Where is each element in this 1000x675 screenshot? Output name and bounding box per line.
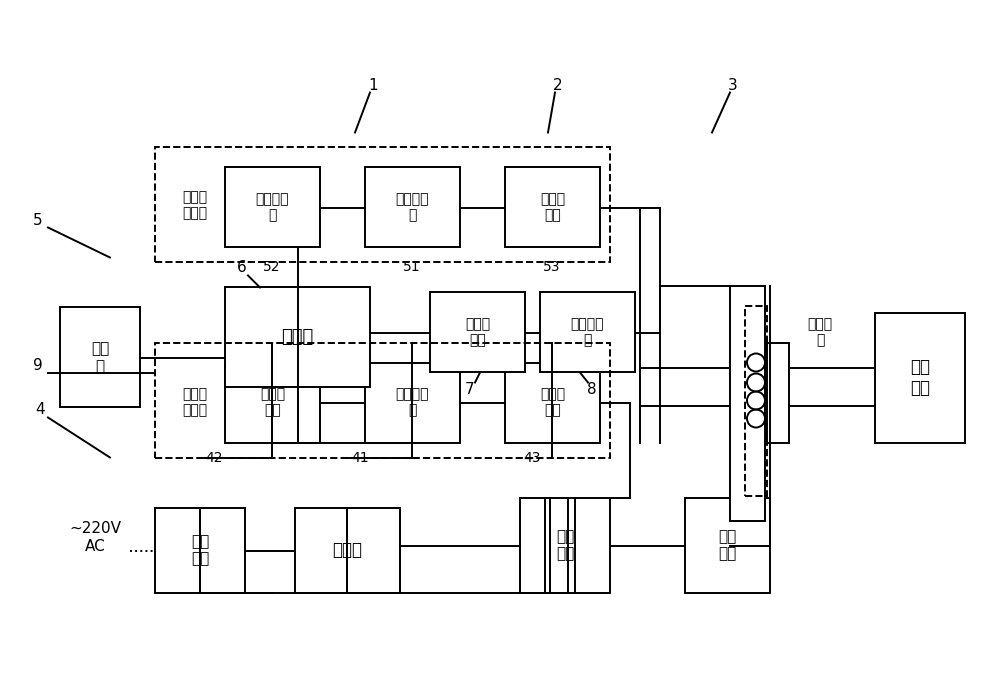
Text: 处理器: 处理器 [281,329,314,346]
Bar [730,286,765,520]
Text: 41: 41 [351,450,369,464]
Text: 显示
屏: 显示 屏 [91,342,109,374]
Text: 9: 9 [33,358,43,373]
Text: 电流采
样电路: 电流采 样电路 [182,387,208,418]
Text: 电压参考
源: 电压参考 源 [571,317,604,348]
Bar [225,288,370,387]
Text: 43: 43 [523,450,541,464]
Bar [225,167,320,248]
Text: 5: 5 [33,213,43,228]
Text: 2: 2 [553,78,563,93]
Text: 7: 7 [465,382,475,397]
Text: 53: 53 [543,261,561,275]
Bar [767,342,789,443]
Text: 第一跟
随器: 第一跟 随器 [540,387,565,418]
Bar [875,313,965,443]
Bar [225,362,320,443]
Text: 限流
单元: 限流 单元 [718,529,737,561]
Text: 1: 1 [368,78,378,93]
Bar [60,308,140,408]
Bar [155,148,610,263]
Bar [365,167,460,248]
Bar [295,508,400,593]
Bar [745,306,767,495]
Text: 第二转换
器: 第二转换 器 [256,192,289,223]
Text: 6: 6 [237,260,247,275]
Text: 51: 51 [403,261,421,275]
Bar [430,292,525,373]
Text: 恒流源: 恒流源 [332,541,362,559]
Text: 测量探
头: 测量探 头 [807,317,833,348]
Text: 第一转
换器: 第一转 换器 [260,387,285,418]
Text: 3: 3 [728,78,738,93]
Text: ~220V
AC: ~220V AC [69,521,121,554]
Text: 第二放大
器: 第二放大 器 [396,192,429,223]
Bar [505,362,600,443]
Bar [365,362,460,443]
Text: 52: 52 [263,261,281,275]
Text: 待测
电阻: 待测 电阻 [910,358,930,397]
Bar [520,497,610,593]
Text: 已知
电阻: 已知 电阻 [556,529,574,561]
Text: 电压采
样电路: 电压采 样电路 [182,190,208,221]
Bar [540,292,635,373]
Text: 第二跟
随器: 第二跟 随器 [540,192,565,223]
Text: 4: 4 [35,402,45,417]
Bar [685,497,770,593]
Bar [155,342,610,458]
Text: 8: 8 [587,382,597,397]
Text: 电源
模块: 电源 模块 [191,534,209,566]
Bar [155,508,245,593]
Bar [505,167,600,248]
Text: 42: 42 [205,450,223,464]
Text: 第一放大
器: 第一放大 器 [396,387,429,418]
Text: 温度传
感器: 温度传 感器 [465,317,490,348]
